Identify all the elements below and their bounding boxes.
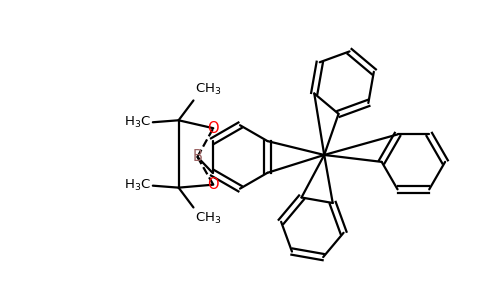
Text: H$_3$C: H$_3$C bbox=[124, 115, 151, 130]
Text: CH$_3$: CH$_3$ bbox=[196, 82, 222, 98]
Text: O: O bbox=[208, 177, 219, 192]
Text: H$_3$C: H$_3$C bbox=[124, 178, 151, 193]
Text: O: O bbox=[208, 121, 219, 136]
Text: B: B bbox=[193, 149, 202, 164]
Text: CH$_3$: CH$_3$ bbox=[196, 210, 222, 226]
